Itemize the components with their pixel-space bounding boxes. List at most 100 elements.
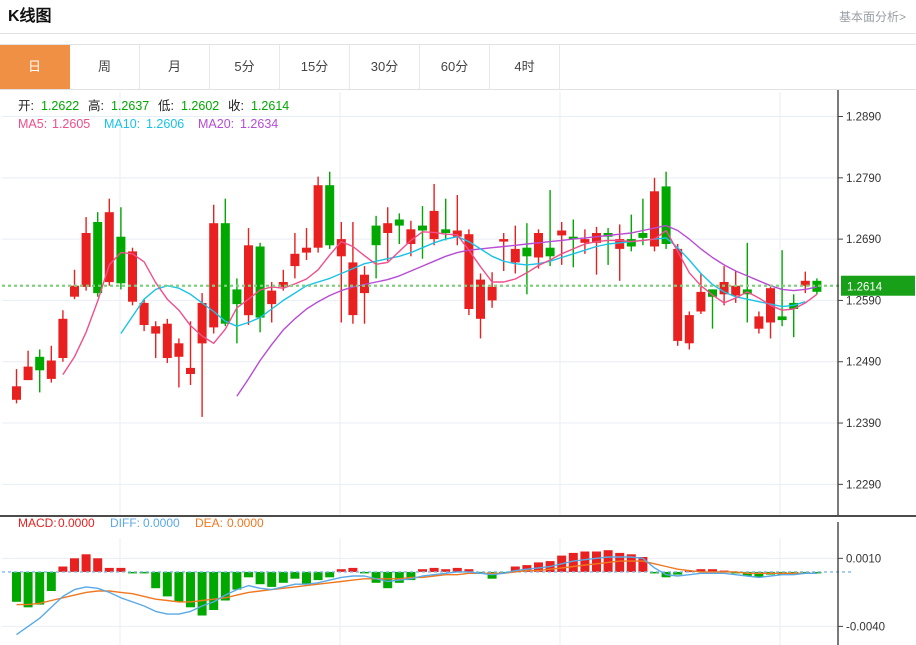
candle-body (325, 185, 335, 246)
macd-bar (313, 571, 323, 581)
ma20-line (236, 224, 818, 397)
low-label: 低: (158, 99, 174, 113)
tab-3[interactable]: 5分 (210, 45, 280, 89)
macd-bar (93, 558, 103, 572)
price-axis-label-1: 1.2790 (846, 173, 881, 185)
tab-4[interactable]: 15分 (280, 45, 350, 89)
ma5-line (62, 229, 818, 375)
macd-bar (290, 571, 300, 579)
ma10-value: 1.2606 (146, 117, 184, 131)
high-value: 1.2637 (111, 99, 149, 113)
candle-body (731, 285, 741, 296)
candle-body (371, 225, 381, 246)
macd-bar (232, 571, 242, 590)
candle-body (81, 233, 91, 287)
tab-2[interactable]: 月 (140, 45, 210, 89)
ma10-line (120, 236, 806, 334)
candle-body (696, 291, 706, 312)
macd-bar (452, 567, 462, 572)
header-divider (0, 33, 916, 34)
candle-body (12, 386, 21, 400)
high-label: 高: (88, 98, 104, 113)
macd-value: 0.0000 (58, 516, 95, 530)
macd-bar (673, 571, 683, 575)
macd-bar (383, 571, 393, 589)
candle-body (209, 223, 219, 328)
candle-body (684, 315, 694, 344)
macd-bar (23, 571, 33, 608)
macd-bar (754, 571, 764, 578)
macd-bar (615, 552, 625, 572)
kline-chart[interactable]: 1.2890 1.2790 1.2690 1.2590 1.2490 1.2390 1.22… (0, 90, 916, 645)
dea-label: DEA: (195, 516, 223, 530)
diff-line (16, 556, 817, 636)
macd-bar (696, 569, 706, 572)
open-value: 1.2622 (41, 99, 79, 113)
macd-axis-label-1: -0.0040 (846, 621, 885, 633)
macd-bar (592, 551, 601, 572)
current-price-tag-label: 1.2614 (847, 282, 883, 294)
close-value: 1.2614 (251, 99, 289, 113)
macd-bar (104, 567, 114, 572)
tab-5[interactable]: 30分 (350, 45, 420, 89)
macd-bar (534, 562, 543, 572)
candle-body (46, 360, 56, 379)
macd-bar (128, 571, 137, 574)
candle-body (522, 247, 532, 257)
candle-body (139, 302, 149, 325)
price-axis-label-4: 1.2490 (846, 357, 881, 369)
macd-bar (116, 567, 126, 572)
macd-bar (12, 571, 21, 602)
fundamental-analysis-link[interactable]: 基本面分析> (838, 9, 906, 24)
price-axis-label-0: 1.2890 (846, 112, 881, 124)
macd-bar (638, 557, 648, 572)
tabbar-filler (560, 45, 916, 89)
macd-bar (510, 566, 520, 572)
macd-bar (197, 571, 207, 616)
tab-6[interactable]: 60分 (420, 45, 490, 89)
candle-body (638, 233, 648, 238)
macd-bar (81, 554, 91, 572)
candle-body (267, 290, 277, 305)
candle-body (418, 225, 427, 231)
macd-bar (35, 571, 45, 605)
candle-body (278, 282, 288, 287)
candle-body (232, 289, 242, 305)
macd-bar (220, 571, 230, 601)
tab-1[interactable]: 周 (70, 45, 140, 89)
candle-body (754, 316, 764, 329)
macd-bar (394, 571, 404, 583)
open-label: 开: (18, 99, 34, 113)
candle-body (673, 248, 683, 341)
macd-bar (684, 570, 694, 573)
macd-bar (371, 571, 381, 583)
candle-body (383, 223, 393, 233)
ma5-label: MA5: (18, 117, 47, 131)
tab-7[interactable]: 4时 (490, 45, 560, 89)
tab-0[interactable]: 日 (0, 45, 70, 89)
candle-body (800, 280, 810, 286)
candle-body (777, 316, 787, 321)
macd-bar (580, 551, 590, 572)
candle-body (557, 230, 567, 236)
macd-bar (278, 571, 288, 583)
candle-body (174, 343, 184, 357)
candle-body (255, 246, 265, 318)
macd-bar (418, 569, 427, 572)
macd-bar (360, 571, 369, 574)
macd-bar (348, 567, 358, 572)
macd-bar (406, 571, 416, 581)
macd-bar (162, 571, 172, 597)
ma5-value: 1.2605 (52, 117, 90, 131)
macd-bar (174, 571, 184, 602)
candle-body (186, 367, 195, 374)
ma20-value: 1.2634 (240, 117, 278, 131)
low-value: 1.2602 (181, 99, 219, 113)
macd-bar (151, 571, 161, 589)
price-axis-label-6: 1.2290 (846, 479, 881, 491)
price-axis-label-5: 1.2390 (846, 418, 881, 430)
candle-body (580, 239, 590, 243)
candle-body (70, 285, 79, 297)
macd-bar (464, 569, 474, 572)
macd-bar (325, 571, 335, 578)
